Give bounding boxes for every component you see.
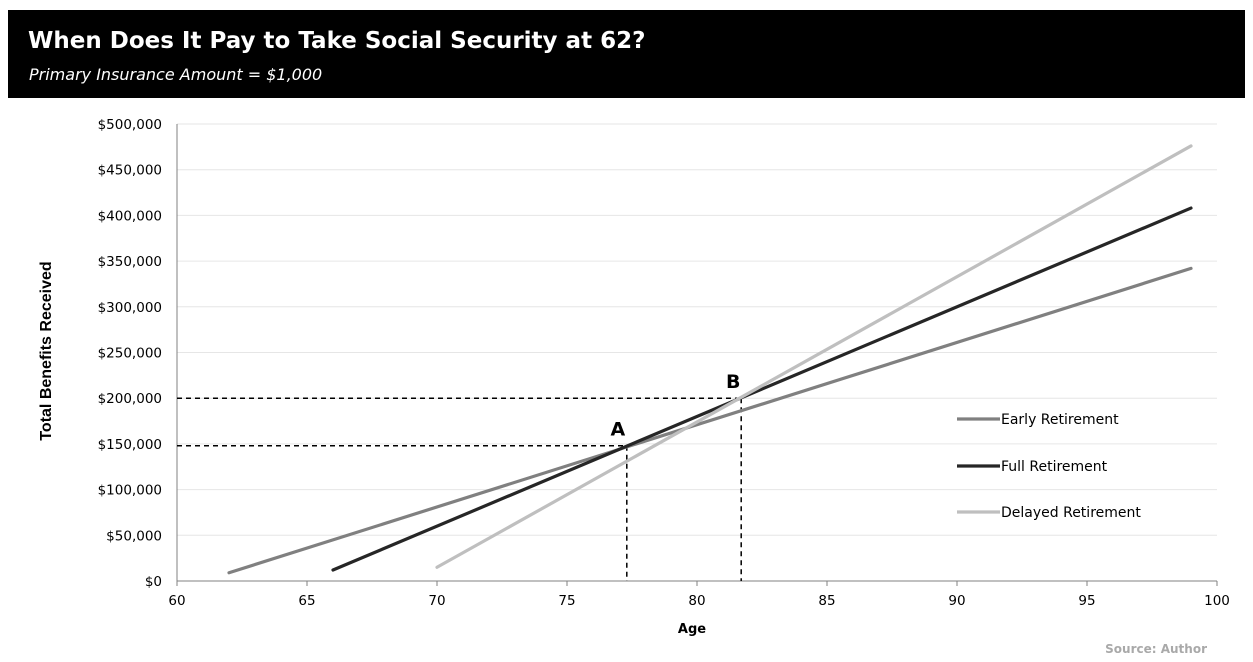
y-tick-label: $500,000 [98, 117, 162, 133]
y-tick-label: $450,000 [98, 163, 162, 179]
source-note: Source: Author [1105, 642, 1207, 656]
grid-lines [177, 123, 1217, 536]
x-tick-label: 75 [558, 593, 575, 609]
series-line-full-retirement [331, 206, 1193, 572]
axes [176, 124, 1218, 586]
x-tick-label: 65 [298, 593, 315, 609]
series-line-early-retirement [227, 266, 1193, 575]
x-tick-label: 70 [428, 593, 445, 609]
y-tick-label: $150,000 [98, 437, 162, 453]
y-tick-label: $350,000 [98, 254, 162, 270]
y-tick-label: $100,000 [98, 483, 162, 499]
annotation-label-a: A [610, 419, 625, 441]
chart-header: When Does It Pay to Take Social Security… [8, 10, 1245, 98]
y-axis-label: Total Benefits Received [38, 261, 55, 440]
annotation-label-b: B [726, 371, 740, 393]
annotations: AB [610, 371, 740, 441]
y-tick-label: $0 [145, 574, 162, 590]
x-tick-label: 90 [948, 593, 965, 609]
legend-label: Full Retirement [1001, 459, 1108, 475]
y-tick-label: $250,000 [98, 346, 162, 362]
x-tick-label: 80 [688, 593, 705, 609]
y-tick-label: $300,000 [98, 300, 162, 316]
x-axis-label: Age [678, 622, 706, 637]
x-tick-labels: 60 65 70 75 80 85 90 95 100 [168, 593, 1229, 609]
y-tick-labels: $0 $50,000 $100,000 $150,000 $200,000 $250,00… [98, 117, 162, 590]
x-tick-label: 60 [168, 593, 185, 609]
legend: Early Retirement Full Retirement Delayed R… [957, 412, 1141, 521]
x-tick-label: 85 [818, 593, 835, 609]
chart-title: When Does It Pay to Take Social Security… [28, 28, 646, 54]
x-tick-label: 95 [1078, 593, 1095, 609]
y-tick-label: $200,000 [98, 391, 162, 407]
legend-label: Early Retirement [1001, 412, 1119, 428]
y-tick-label: $400,000 [98, 208, 162, 224]
chart-subtitle: Primary Insurance Amount = $1,000 [29, 65, 323, 84]
x-tick-label: 100 [1204, 593, 1230, 609]
y-tick-label: $50,000 [106, 528, 162, 544]
series-lines [227, 144, 1193, 575]
legend-label: Delayed Retirement [1001, 505, 1141, 521]
series-line-delayed-retirement [435, 144, 1193, 569]
crossover-guides [177, 397, 742, 581]
